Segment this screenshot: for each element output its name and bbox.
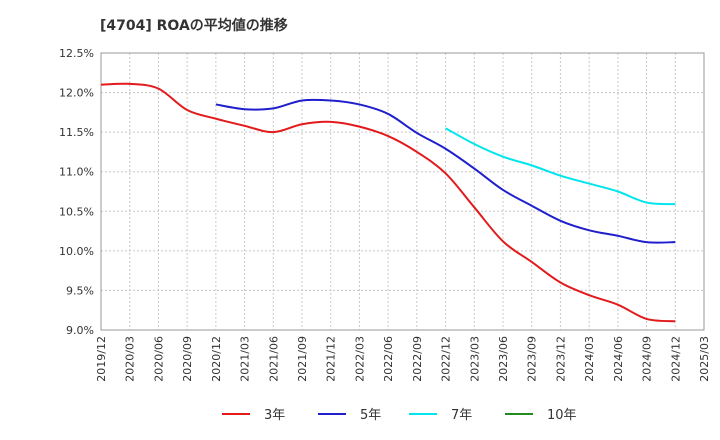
series-line-2 bbox=[445, 127, 676, 206]
x-tick-label: 2024/12 bbox=[669, 336, 682, 382]
x-tick-label: 2025/03 bbox=[698, 336, 711, 382]
x-tick-label: 2023/03 bbox=[468, 336, 481, 382]
x-tick-label: 2019/12 bbox=[95, 336, 108, 382]
x-tick-label: 2020/06 bbox=[152, 336, 165, 382]
legend-label-3: 10年 bbox=[547, 408, 577, 423]
x-tick-label: 2021/09 bbox=[296, 336, 309, 382]
y-tick-label: 12.0% bbox=[59, 87, 94, 100]
x-tick-label: 2020/09 bbox=[181, 336, 194, 382]
y-tick-label: 11.0% bbox=[59, 166, 94, 179]
y-tick-label: 12.5% bbox=[59, 47, 94, 60]
x-tick-label: 2023/09 bbox=[526, 336, 539, 382]
legend-label-2: 7年 bbox=[451, 408, 472, 423]
legend-label-0: 3年 bbox=[264, 408, 285, 423]
series-line-0 bbox=[100, 82, 676, 323]
y-axis: 12.5% 12.0% 11.5% 11.0% 10.5% 10.0% 9.5% 9.0% bbox=[59, 47, 94, 337]
legend: 3年 5年 7年 10年 bbox=[222, 408, 577, 423]
y-tick-label: 10.0% bbox=[59, 245, 94, 258]
grid bbox=[100, 52, 705, 331]
x-tick-label: 2024/09 bbox=[641, 336, 654, 382]
x-tick-label: 2022/06 bbox=[382, 336, 395, 382]
plot-frame bbox=[100, 52, 705, 331]
series-lines bbox=[100, 82, 676, 323]
x-tick-label: 2024/06 bbox=[612, 336, 625, 382]
x-tick-label: 2024/03 bbox=[583, 336, 596, 382]
legend-label-1: 5年 bbox=[360, 408, 381, 423]
x-tick-label: 2022/03 bbox=[353, 336, 366, 382]
series-line-1 bbox=[215, 98, 676, 244]
x-tick-label: 2023/06 bbox=[497, 336, 510, 382]
x-tick-label: 2022/09 bbox=[411, 336, 424, 382]
x-tick-label: 2021/03 bbox=[239, 336, 252, 382]
y-tick-label: 9.5% bbox=[66, 284, 94, 297]
x-axis: 2019/12 2020/03 2020/06 2020/09 2020/12 2021/… bbox=[95, 336, 711, 382]
x-tick-label: 2020/03 bbox=[124, 336, 137, 382]
chart-title: [4704] ROAの平均値の推移 bbox=[100, 17, 288, 34]
x-tick-label: 2022/12 bbox=[440, 336, 453, 382]
y-tick-label: 10.5% bbox=[59, 205, 94, 218]
x-tick-label: 2023/12 bbox=[554, 336, 567, 382]
x-tick-label: 2021/12 bbox=[325, 336, 338, 382]
y-tick-label: 11.5% bbox=[59, 126, 94, 139]
y-tick-label: 9.0% bbox=[66, 324, 94, 337]
x-tick-label: 2020/12 bbox=[210, 336, 223, 382]
x-tick-label: 2021/06 bbox=[267, 336, 280, 382]
